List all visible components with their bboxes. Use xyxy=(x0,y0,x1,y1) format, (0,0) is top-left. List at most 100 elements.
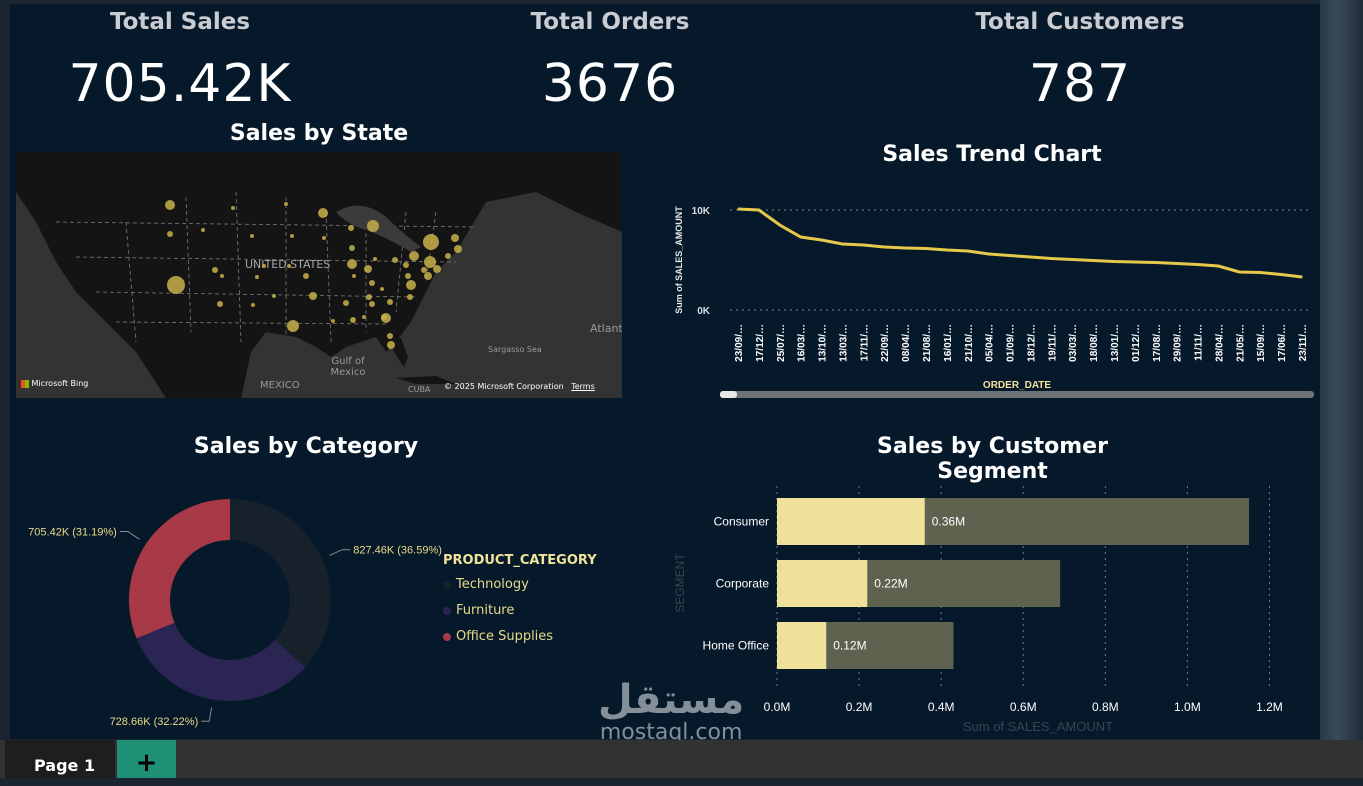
tab-page-1-label: Page 1 xyxy=(34,756,96,775)
trend-point xyxy=(1113,260,1115,263)
map-bubble xyxy=(406,280,416,290)
map-bubble xyxy=(322,236,326,240)
segment-x-tick-label: 0.0M xyxy=(764,700,791,714)
sales-trend-chart[interactable]: 10K 0K Sum of SALES_AMOUNT 23/09/… 17/12/… 25… xyxy=(660,170,1320,430)
donut-leader-line xyxy=(119,530,140,540)
map-title: Sales by State xyxy=(229,121,409,146)
trend-x-tick-label: 08/04/… xyxy=(901,324,912,362)
cuba-land xyxy=(396,376,456,384)
legend-item-office-supplies[interactable]: Office Supplies xyxy=(443,629,553,644)
trend-x-tick-label: 29/09/… xyxy=(1173,324,1184,362)
trend-x-tick-label: 28/04/… xyxy=(1214,324,1225,362)
trend-point xyxy=(883,246,886,248)
donut-leader-line xyxy=(329,549,351,556)
map-bubble xyxy=(433,265,441,273)
kpi-total-orders-title: Total Orders xyxy=(530,9,690,35)
donut-data-label: 705.42K (31.19%) xyxy=(28,526,117,538)
trend-title: Sales Trend Chart xyxy=(882,142,1102,167)
watermark-arabic: مستقل xyxy=(598,677,745,723)
trend-y-tick-label: 0K xyxy=(697,306,711,317)
legend-label-technology: Technology xyxy=(456,577,529,592)
segment-category-label: Home Office xyxy=(703,639,770,653)
map-bubble xyxy=(287,320,299,332)
segment-x-tick-label: 0.6M xyxy=(1010,700,1037,714)
trend-point xyxy=(778,224,781,226)
trend-point xyxy=(1154,261,1157,264)
trend-point xyxy=(904,247,906,249)
map-bubble xyxy=(366,294,372,300)
trend-x-tick-label: 23/11/… xyxy=(1298,324,1309,361)
map-bubble xyxy=(362,315,366,319)
map-bubble xyxy=(220,274,224,278)
trend-x-tick-label: 25/07/… xyxy=(776,324,787,362)
map-label-atlantic: Atlant xyxy=(590,322,622,335)
segment-data-label: 0.12M xyxy=(833,639,866,653)
map-bubble xyxy=(403,262,409,268)
trend-point xyxy=(1029,256,1032,258)
trend-x-tick-label: 13/10/… xyxy=(818,324,829,362)
map-bubble xyxy=(405,273,411,279)
map-bubble xyxy=(369,280,375,286)
trend-x-tick-label: 05/04/… xyxy=(985,324,996,362)
trend-point xyxy=(966,250,969,252)
trend-x-tick-label: 19/11/… xyxy=(1047,324,1058,361)
segment-x-tick-label: 0.8M xyxy=(1092,700,1119,714)
map-label-sargasso: Sargasso Sea xyxy=(488,345,542,354)
trend-point xyxy=(1175,262,1178,265)
legend-item-technology[interactable]: Technology xyxy=(443,577,529,592)
map-bubble xyxy=(387,341,395,349)
north-america-land xyxy=(16,152,622,398)
trend-point xyxy=(820,239,823,241)
trend-x-tick-label: 21/08/… xyxy=(922,324,933,362)
map-bubble xyxy=(387,333,393,339)
segment-title: Sales by Customer Segment xyxy=(877,434,1108,484)
map-bubble xyxy=(352,274,356,278)
segment-x-tick-label: 1.0M xyxy=(1174,700,1201,714)
trend-point xyxy=(1134,261,1136,263)
map-bubble xyxy=(262,264,266,268)
trend-y-tick-label: 10K xyxy=(692,206,711,217)
map-bubble xyxy=(347,259,357,269)
sales-by-segment-chart[interactable]: 0.0M 0.2M 0.4M 0.6M 0.8M 1.0M 1.2M 0.36M Consume… xyxy=(660,468,1320,738)
kpi-total-orders-value: 3676 xyxy=(541,54,679,114)
trend-point xyxy=(737,208,739,210)
add-page-button[interactable]: + xyxy=(117,740,176,778)
map-bubble xyxy=(331,319,335,323)
trend-x-tick-label: 22/09/… xyxy=(880,324,891,362)
legend-label-furniture: Furniture xyxy=(456,603,515,618)
trend-x-tick-label: 17/06/… xyxy=(1277,324,1288,362)
segment-x-axis-label: Sum of SALES_AMOUNT xyxy=(963,719,1113,734)
map-bubble xyxy=(380,287,384,291)
map-bubble xyxy=(217,301,223,307)
watermark-latin: mostaql.com xyxy=(599,720,743,745)
mostaql-watermark: مستقل mostaql.com xyxy=(598,678,744,744)
trend-x-tick-label: 13/03/… xyxy=(838,324,849,362)
trend-y-axis-label: Sum of SALES_AMOUNT xyxy=(674,206,684,314)
map-bubble xyxy=(303,273,309,279)
map-bubble xyxy=(421,267,427,273)
trend-point xyxy=(1008,254,1011,257)
kpi-total-customers-value: 787 xyxy=(1028,54,1132,114)
trend-x-tick-label: 16/03/… xyxy=(797,324,808,362)
legend-item-furniture[interactable]: Furniture xyxy=(443,603,514,618)
map-bubble xyxy=(343,300,349,306)
sales-by-state-map[interactable]: UNITED STATES Gulf of Mexico MEXICO CUBA… xyxy=(16,152,622,398)
map-bubbles xyxy=(165,200,462,349)
trend-x-tick-label: 16/01/… xyxy=(943,324,954,362)
map-bubble xyxy=(349,245,355,251)
trend-point xyxy=(841,243,844,245)
sales-by-category-donut[interactable]: 827.46K (36.59%) 728.66K (32.22%) 705.42K … xyxy=(10,490,450,730)
segment-category-label: Consumer xyxy=(714,515,769,529)
category-title: Sales by Category xyxy=(193,434,419,459)
trend-x-tick-label: 15/09/… xyxy=(1256,324,1267,362)
tab-page-1[interactable]: Page 1 xyxy=(5,740,115,778)
donut-slice-furniture xyxy=(136,622,306,701)
trend-point xyxy=(987,253,990,255)
category-legend-title: PRODUCT_CATEGORY xyxy=(443,553,597,568)
segment-x-tick-label: 0.4M xyxy=(928,700,955,714)
map-terms-link[interactable]: Terms xyxy=(571,382,595,391)
map-bubble xyxy=(424,256,436,268)
map-bubble xyxy=(451,234,459,242)
map-bubble xyxy=(423,234,439,250)
map-bubble xyxy=(309,292,317,300)
